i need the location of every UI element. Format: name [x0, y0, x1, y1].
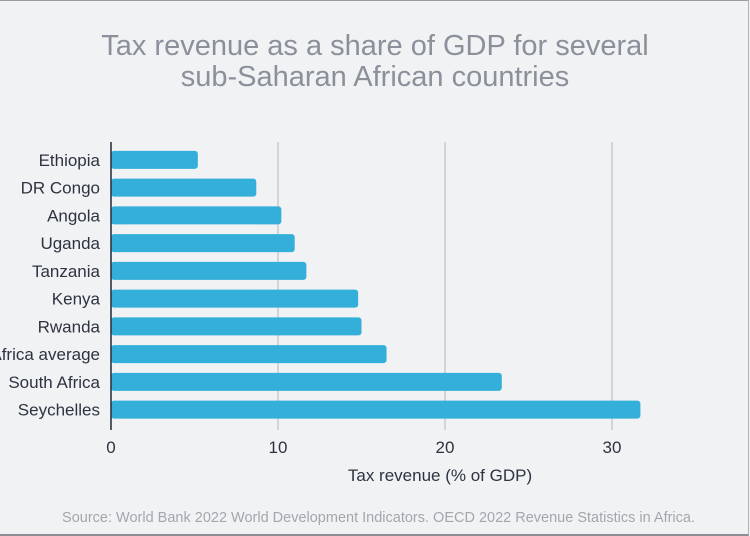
source-note: Source: World Bank 2022 World Developmen…: [62, 510, 695, 526]
bar-rwanda: [111, 317, 362, 336]
chart-title-line-1: Tax revenue as a share of GDP for severa…: [101, 30, 649, 62]
category-label: Tanzania: [32, 262, 101, 281]
category-label: Seychelles: [18, 401, 100, 420]
category-label: Sub-Saharan Africa average: [0, 345, 100, 364]
category-label: Angola: [47, 206, 100, 225]
category-label: DR Congo: [21, 179, 100, 198]
category-label: Kenya: [52, 290, 101, 309]
bar-sub-saharan-africa-average: [111, 345, 387, 364]
bar-kenya: [111, 289, 359, 308]
bar-uganda: [111, 234, 295, 253]
bar-dr-congo: [111, 178, 257, 197]
category-label: South Africa: [8, 373, 100, 392]
category-label: Ethiopia: [39, 151, 101, 170]
x-tick-label: 30: [603, 438, 622, 457]
bar-angola: [111, 206, 282, 225]
x-axis-title: Tax revenue (% of GDP): [348, 466, 532, 485]
x-tick-label: 0: [106, 438, 115, 457]
bar-south-africa: [111, 372, 502, 391]
x-tick-label: 20: [436, 438, 455, 457]
chart-title-line-2: sub-Saharan African countries: [180, 61, 570, 93]
x-tick-label: 10: [269, 438, 288, 457]
category-label: Rwanda: [38, 317, 101, 336]
category-label: Uganda: [40, 234, 100, 253]
bar-seychelles: [111, 400, 641, 419]
bar-tanzania: [111, 261, 307, 280]
bar-ethiopia: [111, 150, 198, 169]
